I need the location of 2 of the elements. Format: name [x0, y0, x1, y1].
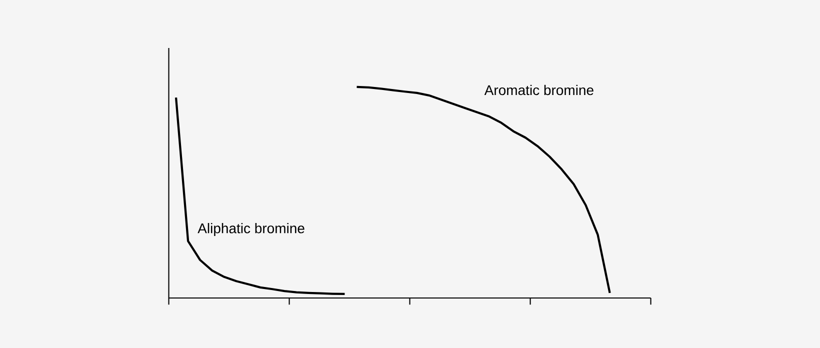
series-label: Aromatic bromine — [484, 84, 594, 96]
series-label: Aliphatic bromine — [198, 223, 304, 236]
